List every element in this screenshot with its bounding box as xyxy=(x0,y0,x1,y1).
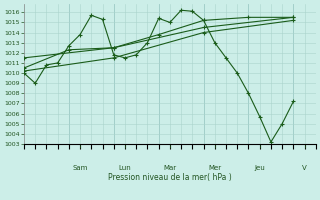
X-axis label: Pression niveau de la mer( hPa ): Pression niveau de la mer( hPa ) xyxy=(108,173,232,182)
